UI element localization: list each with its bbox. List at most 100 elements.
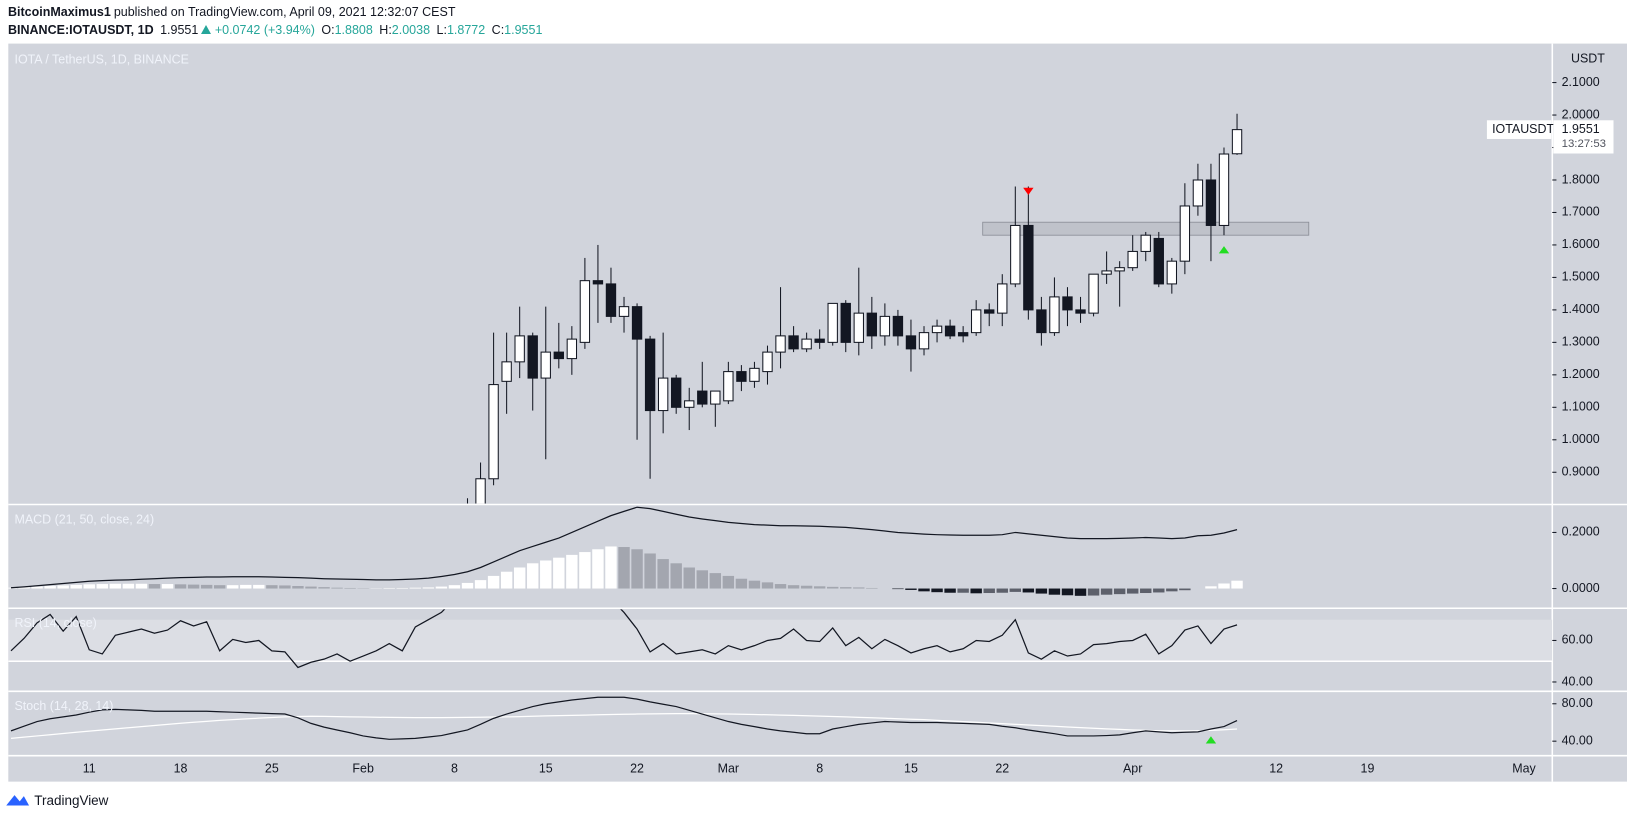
- histogram-bar: [148, 584, 161, 589]
- histogram-bar: [292, 586, 304, 589]
- histogram-bar: [813, 586, 826, 589]
- histogram-bar: [305, 586, 317, 589]
- x-tick-label: 8: [451, 761, 458, 775]
- candle-body: [918, 332, 930, 350]
- histogram-bar: [866, 587, 878, 589]
- tradingview-logo: TradingView: [6, 793, 109, 808]
- histogram-bar: [422, 587, 435, 589]
- histogram-bar: [122, 583, 135, 589]
- pane: [466, 113, 1310, 504]
- y-tick-label: 1.1000: [1562, 400, 1600, 414]
- candle-body: [618, 306, 630, 317]
- candle-body: [566, 338, 578, 360]
- candle-body: [905, 335, 917, 350]
- candle-body: [1218, 153, 1230, 226]
- histogram-bar: [761, 582, 774, 589]
- histogram-bar: [1035, 588, 1048, 594]
- histogram-bar: [1061, 588, 1074, 596]
- y-tick-label: 80.00: [1562, 696, 1593, 710]
- histogram-bar: [774, 584, 787, 589]
- histogram-bar: [1218, 583, 1230, 589]
- x-tick-label: 19: [1361, 761, 1375, 775]
- up-icon: [201, 25, 212, 34]
- histogram-bar: [670, 563, 682, 589]
- y-tick-label: 40.00: [1562, 674, 1593, 688]
- candle-body: [879, 315, 891, 337]
- candle-body: [657, 377, 669, 412]
- close-value: 1.9551: [504, 23, 543, 37]
- symbol-label: IOTAUSDT: [1492, 122, 1554, 136]
- histogram-bar: [983, 588, 995, 594]
- candle-body: [931, 325, 943, 334]
- symbol-label-box: [1486, 120, 1552, 139]
- candle-body: [1088, 273, 1099, 314]
- histogram-bar: [435, 586, 448, 589]
- histogram-bar: [31, 586, 43, 589]
- histogram-bar: [540, 560, 552, 589]
- y-tick-label: 2.0000: [1562, 107, 1600, 121]
- candle-body: [1114, 267, 1125, 272]
- candle-body: [840, 302, 851, 343]
- histogram-bar: [500, 571, 513, 589]
- candle-body: [1205, 179, 1217, 226]
- histogram-bar: [618, 547, 630, 589]
- chart-background: [8, 43, 1627, 782]
- histogram-bar: [279, 585, 291, 589]
- x-tick-label: Apr: [1123, 761, 1142, 775]
- histogram-bar: [957, 588, 969, 593]
- y-tick-label: 1.4000: [1562, 302, 1600, 316]
- histogram-bar: [1022, 588, 1035, 593]
- histogram-bar: [853, 587, 865, 589]
- candle-body: [723, 371, 734, 402]
- last-price: 1.9551: [160, 23, 199, 37]
- histogram-bar: [592, 549, 604, 589]
- x-tick-label: 15: [539, 761, 553, 775]
- histogram-bar: [826, 586, 839, 589]
- candle-body: [1036, 309, 1047, 334]
- histogram-bar: [331, 587, 343, 589]
- x-tick-label: Feb: [352, 761, 374, 775]
- candle-body: [866, 312, 878, 337]
- candle-body: [1101, 270, 1112, 275]
- histogram-bar: [253, 584, 265, 589]
- histogram-bar: [240, 584, 252, 589]
- candle-body: [488, 384, 499, 480]
- candle-body: [853, 312, 864, 343]
- countdown-label: 13:27:53: [1562, 138, 1606, 150]
- candle-body: [957, 332, 969, 337]
- y-tick-label: 0.9000: [1562, 465, 1600, 479]
- histogram-bar: [566, 554, 578, 589]
- x-tick-label: Mar: [718, 761, 739, 775]
- x-tick-label: 25: [265, 761, 279, 775]
- histogram-bar: [18, 587, 30, 589]
- histogram-bar: [44, 586, 56, 589]
- high-label: H:: [379, 23, 392, 37]
- candle-body: [1049, 296, 1060, 334]
- y-tick-label: 1.6000: [1562, 237, 1600, 251]
- y-tick-label: 1.0000: [1562, 432, 1600, 446]
- histogram-bar: [840, 587, 852, 589]
- x-tick-label: 22: [630, 761, 644, 775]
- x-tick-label: 22: [995, 761, 1009, 775]
- panel-title: MACD (21, 50, close, 24): [15, 512, 155, 526]
- histogram-bar: [787, 585, 800, 589]
- pane: [10, 696, 1238, 744]
- histogram-bar: [344, 587, 356, 589]
- histogram-bar: [1074, 588, 1087, 596]
- candle-body: [827, 302, 838, 343]
- candle-body: [762, 351, 773, 373]
- histogram-bar: [631, 549, 643, 589]
- x-tick-label: 15: [904, 761, 918, 775]
- histogram-bar: [70, 584, 82, 589]
- histogram-bar: [383, 587, 395, 589]
- candle-body: [736, 371, 747, 382]
- candle-body: [1075, 309, 1086, 314]
- high-value: 2.0038: [391, 23, 431, 37]
- histogram-bar: [970, 588, 982, 594]
- author: BitcoinMaximus1: [8, 5, 111, 19]
- y-unit: USDT: [1571, 51, 1605, 65]
- pane: [8, 506, 1243, 596]
- histogram-bar: [266, 585, 278, 589]
